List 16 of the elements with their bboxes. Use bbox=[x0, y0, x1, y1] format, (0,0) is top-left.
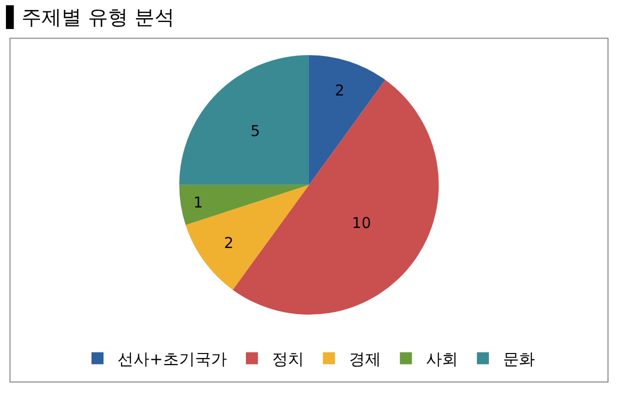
data-label: 10 bbox=[352, 214, 372, 232]
data-label: 1 bbox=[193, 193, 203, 212]
pie-slice bbox=[179, 55, 309, 185]
data-label: 2 bbox=[224, 234, 234, 252]
legend-label: 문화 bbox=[502, 350, 535, 369]
data-label: 2 bbox=[334, 82, 344, 100]
pie-slice bbox=[309, 55, 386, 185]
legend-label: 사회 bbox=[426, 350, 458, 369]
pie-slice bbox=[179, 184, 309, 225]
data-label: 5 bbox=[250, 122, 260, 140]
chart-title: ▌주제별 유형 분석 bbox=[5, 4, 174, 29]
legend-label: 정치 bbox=[272, 350, 304, 369]
legend-label: 선사+초기국가 bbox=[118, 350, 227, 369]
pie-slice bbox=[186, 184, 309, 290]
legend-label: 경제 bbox=[348, 350, 381, 369]
pie-slice bbox=[232, 80, 438, 315]
